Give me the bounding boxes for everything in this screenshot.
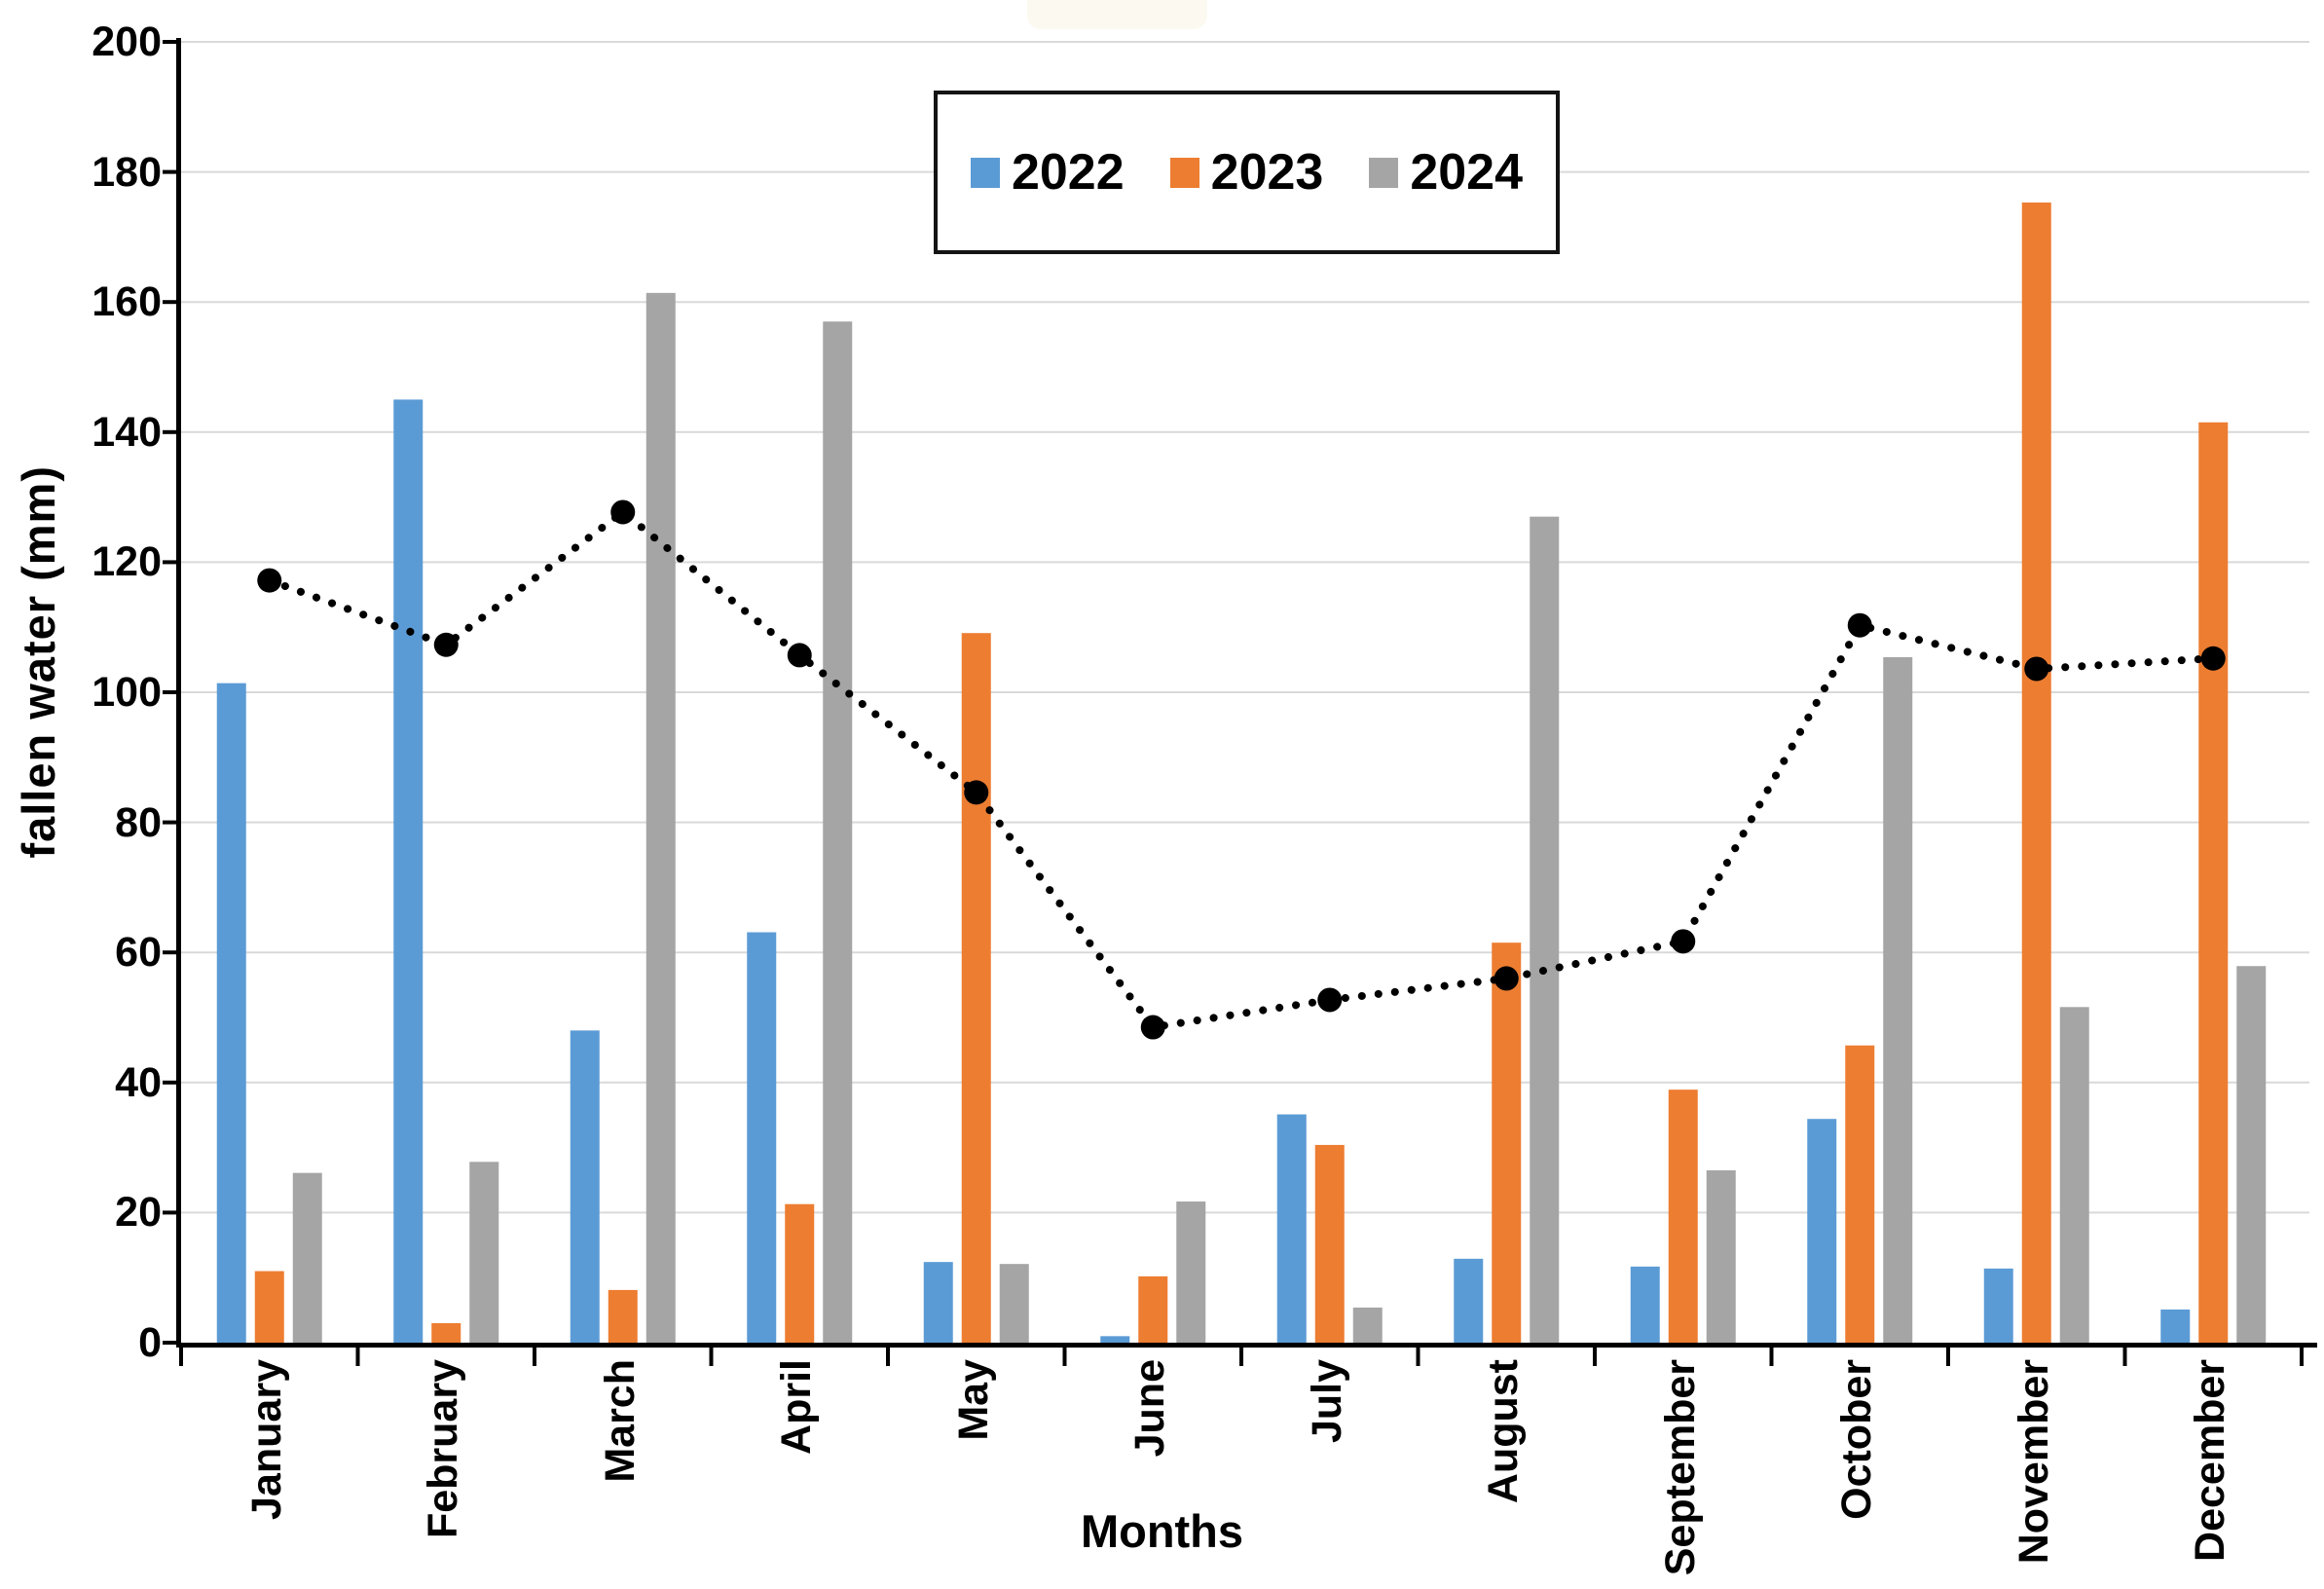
y-tick-label-40: 40	[115, 1058, 162, 1106]
y-tick-label-140: 140	[92, 408, 162, 456]
bar-2024-September	[1706, 1169, 1736, 1343]
y-tick-label-60: 60	[115, 929, 162, 977]
bar-2023-October	[1845, 1045, 1875, 1343]
x-label-March: March	[596, 1359, 644, 1483]
bar-2023-November	[2021, 202, 2051, 1344]
dotted-point-May	[964, 780, 989, 805]
bar-2024-June	[1176, 1201, 1206, 1343]
bar-2024-October	[1883, 656, 1913, 1343]
dotted-average-line	[265, 506, 2218, 1032]
y-tick-label-100: 100	[92, 669, 162, 716]
x-label-June: June	[1126, 1359, 1174, 1458]
bar-2022-June	[1100, 1336, 1130, 1343]
bar-2023-March	[608, 1289, 638, 1343]
dotted-point-November	[2024, 656, 2049, 682]
x-label-October: October	[1833, 1359, 1881, 1520]
x-label-April: April	[773, 1359, 821, 1455]
bar-2022-August	[1454, 1258, 1484, 1343]
dotted-point-September	[1671, 929, 1696, 954]
bar-2024-April	[823, 321, 853, 1343]
bar-2024-July	[1352, 1307, 1383, 1343]
legend-item-2022: 2022	[970, 144, 1125, 201]
dotted-point-October	[1847, 612, 1872, 638]
bar-2024-December	[2236, 966, 2267, 1343]
dotted-point-March	[610, 499, 636, 525]
legend-swatch-2023	[1169, 157, 1199, 188]
y-tick-label-80: 80	[115, 798, 162, 846]
dotted-point-July	[1317, 987, 1343, 1013]
bar-2023-July	[1314, 1144, 1345, 1343]
legend: 2022 2023 2024	[934, 91, 1560, 254]
bar-2023-June	[1138, 1275, 1168, 1343]
y-tick-label-160: 160	[92, 278, 162, 326]
bar-2022-March	[570, 1030, 600, 1343]
bar-2022-May	[923, 1262, 953, 1343]
bar-2024-January	[292, 1172, 322, 1343]
bar-2022-September	[1630, 1266, 1660, 1343]
dotted-point-January	[257, 568, 282, 593]
y-tick-label-20: 20	[115, 1189, 162, 1237]
legend-swatch-2024	[1369, 157, 1399, 188]
cropped-title-artifact	[1027, 0, 1207, 29]
bar-2022-January	[216, 683, 246, 1343]
bar-2022-December	[2160, 1309, 2191, 1343]
legend-item-2024: 2024	[1369, 147, 1523, 198]
bar-2022-July	[1276, 1114, 1307, 1343]
legend-label-2024: 2024	[1410, 144, 1524, 201]
y-tick-label-0: 0	[138, 1319, 162, 1366]
legend-item-2023: 2023	[1169, 144, 1324, 201]
bar-2022-February	[393, 399, 424, 1343]
x-label-July: July	[1303, 1359, 1350, 1444]
y-tick-label-180: 180	[92, 148, 162, 196]
x-label-August: August	[1480, 1359, 1528, 1504]
bar-2024-November	[2059, 1007, 2089, 1343]
dotted-point-February	[433, 632, 459, 657]
dotted-point-June	[1140, 1015, 1165, 1040]
bar-2023-September	[1668, 1090, 1698, 1343]
dotted-point-December	[2200, 646, 2226, 671]
bar-2024-March	[646, 292, 676, 1343]
bar-2023-February	[431, 1322, 461, 1343]
x-label-May: May	[949, 1359, 997, 1441]
x-label-January: January	[242, 1359, 290, 1520]
x-axis-title: Months	[1080, 1505, 1244, 1557]
dotted-point-April	[787, 643, 812, 668]
y-tick-label-120: 120	[92, 538, 162, 586]
y-axis-title: fallen water (mm)	[13, 465, 64, 859]
bar-2023-January	[254, 1271, 284, 1343]
legend-label-2023: 2023	[1210, 144, 1324, 201]
bar-2023-May	[961, 633, 991, 1343]
bar-2024-February	[469, 1162, 499, 1343]
dotted-point-August	[1494, 966, 1519, 991]
legend-swatch-2022	[970, 157, 1000, 188]
y-tick-label-200: 200	[92, 18, 162, 65]
bar-2024-August	[1530, 516, 1560, 1343]
bar-2024-May	[999, 1264, 1029, 1343]
bar-2023-April	[785, 1203, 815, 1343]
legend-label-2022: 2022	[1011, 144, 1125, 201]
bar-2022-October	[1807, 1119, 1837, 1343]
bar-2023-August	[1492, 942, 1522, 1343]
bar-2023-December	[2198, 422, 2229, 1343]
bar-2022-November	[1983, 1268, 2013, 1343]
bar-2022-April	[747, 932, 777, 1343]
